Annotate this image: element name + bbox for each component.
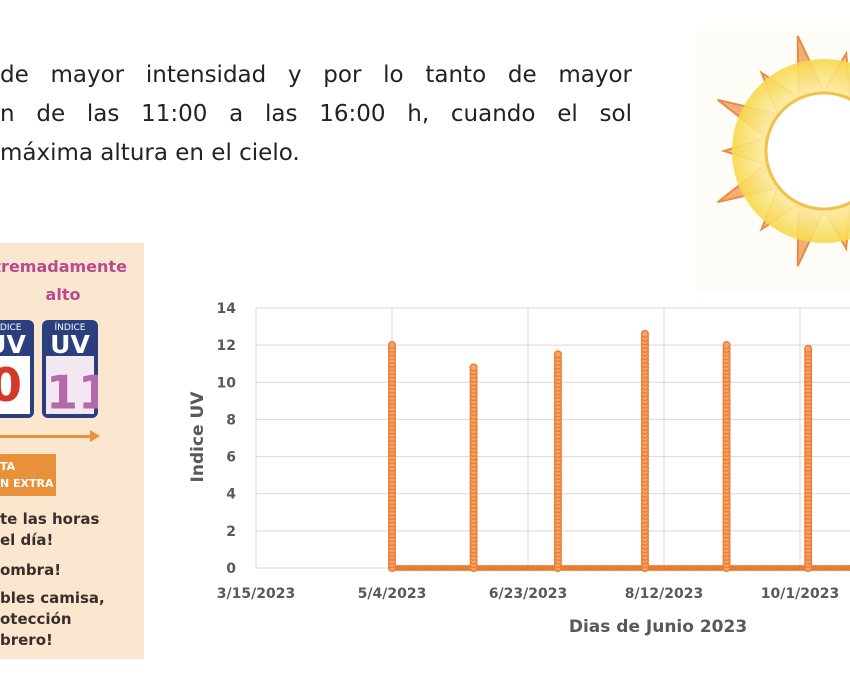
x-tick-labels: 3/15/2023 5/4/2023 6/23/2023 8/12/2023 10/1/… (217, 586, 839, 602)
sun-icon (717, 35, 850, 267)
panel-subtitle: alto (45, 285, 81, 304)
x-tick-label: 8/12/2023 (625, 586, 703, 602)
x-axis-label: Dias de Junio 2023 (569, 617, 747, 637)
tip-line-2: el día! (0, 531, 54, 549)
x-tick-label: 3/15/2023 (217, 586, 295, 602)
x-tick-label: 6/23/2023 (489, 586, 567, 602)
y-tick-label: 10 (217, 375, 237, 391)
chart-grid (255, 307, 850, 569)
x-tick-label: 10/1/2023 (761, 586, 839, 602)
data-point (387, 341, 397, 350)
y-tick-label: 8 (226, 412, 236, 428)
y-tick-label: 6 (226, 450, 236, 466)
sun-illustration (696, 26, 850, 292)
intro-line-3: máxima altura en el cielo. (0, 140, 300, 166)
uv-card-uv: UV (50, 330, 90, 359)
uv-card-value-number: 11 (46, 365, 98, 418)
y-tick-label: 14 (217, 301, 237, 317)
uv-index-panel: xtremadamente alto ÍNDICE UV 0 ÍNDICE UV… (0, 243, 144, 659)
panel-title: xtremadamente (0, 257, 127, 276)
intro-text: de mayor intensidad y por lo tanto de ma… (0, 56, 632, 173)
tip-line-4: bles camisa, (0, 589, 105, 607)
badge-line-1: TA (0, 460, 16, 473)
y-tick-label: 0 (226, 561, 236, 577)
badge-line-2: N EXTRA (0, 477, 54, 490)
data-point (722, 341, 731, 350)
tip-line-1: te las horas (0, 510, 100, 528)
uv-card-value: 0 (0, 356, 30, 414)
y-tick-labels: 0 2 4 6 8 10 12 14 (217, 301, 237, 577)
data-point (469, 363, 478, 372)
y-tick-label: 12 (217, 338, 236, 354)
intro-line-2: n de las 11:00 a las 16:00 h, cuando el … (0, 101, 632, 127)
y-tick-label: 2 (226, 524, 236, 540)
tip-line-5: otección (0, 610, 72, 628)
uv-card-value: 11+ (46, 356, 98, 418)
data-points (387, 329, 850, 573)
y-axis-label: Indice UV (188, 391, 208, 483)
uv-card-11: ÍNDICE UV 11+ (42, 320, 98, 418)
data-point (640, 329, 650, 339)
tip-line-6: brero! (0, 631, 53, 649)
uv-card-label: ÍNDICE (0, 323, 22, 333)
arrow-right-icon (0, 430, 100, 442)
uv-card-10: ÍNDICE UV 0 (0, 320, 34, 418)
data-point (553, 350, 563, 359)
intro-line-1: de mayor intensidad y por lo tanto de ma… (0, 62, 632, 88)
uv-card-uv: UV (0, 330, 26, 359)
tip-line-3: ombra! (0, 561, 62, 579)
y-tick-label: 4 (226, 487, 236, 503)
data-point (804, 344, 813, 353)
protection-badge: TA N EXTRA (0, 454, 56, 496)
uv-card-label: ÍNDICE (54, 323, 86, 333)
x-tick-label: 5/4/2023 (358, 586, 427, 602)
